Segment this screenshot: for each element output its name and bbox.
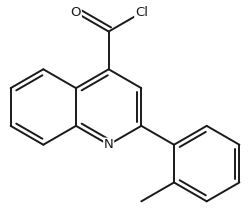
Text: Cl: Cl xyxy=(135,6,148,19)
Text: O: O xyxy=(71,6,81,19)
Text: N: N xyxy=(104,138,114,151)
